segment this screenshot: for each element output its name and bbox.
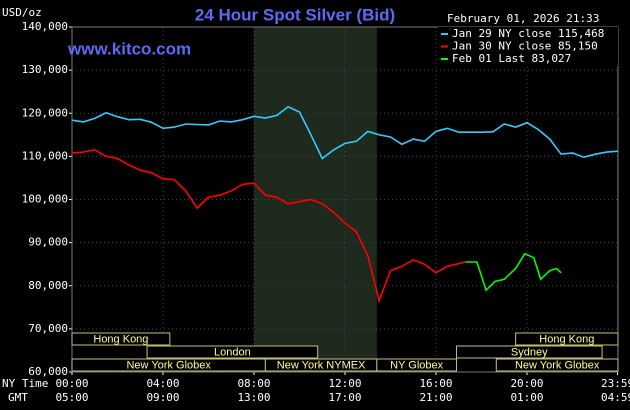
gmt-tick-label: 01:00 [510, 391, 543, 404]
x-tick-label: 23:59 [601, 377, 630, 390]
y-tick-label: 110,000 [22, 149, 68, 162]
gmt-tick-label: 05:00 [55, 391, 88, 404]
x-tick-label: 16:00 [419, 377, 452, 390]
session-label: London [214, 346, 251, 358]
session-label: NY Globex [390, 359, 443, 371]
session-box [376, 358, 457, 372]
session-box [495, 358, 619, 372]
session-box [146, 345, 319, 359]
x-tick-label: 20:00 [510, 377, 543, 390]
plot-frame [71, 26, 619, 373]
timestamp: February 01, 2026 21:33 [447, 12, 599, 25]
gmt-tick-label: 09:00 [146, 391, 179, 404]
y-axis-label: USD/oz [2, 6, 42, 19]
x-tick-label: 04:00 [146, 377, 179, 390]
y-tick-label: 60,000 [28, 365, 68, 378]
x-tick-label: 08:00 [237, 377, 270, 390]
series-line [465, 252, 562, 292]
session-label: New York NYMEX [277, 359, 366, 371]
series-line [71, 149, 466, 304]
legend-label: Feb 01 Last 83,027 [452, 52, 571, 65]
legend-label: Jan 30 NY close 85,150 [452, 40, 598, 53]
y-tick-label: 140,000 [22, 20, 68, 33]
x-row-label: GMT [8, 391, 28, 404]
y-tick-label: 90,000 [28, 236, 68, 249]
session-label: Hong Kong [539, 333, 594, 345]
session-label: New York Globex [515, 359, 600, 371]
session-label: Sydney [511, 346, 548, 358]
session-box [455, 345, 603, 359]
x-row-label: NY Time [2, 377, 48, 390]
y-tick-label: 80,000 [28, 279, 68, 292]
series-line [71, 105, 619, 160]
y-tick-label: 130,000 [22, 63, 68, 76]
session-box [515, 332, 619, 346]
gmt-tick-label: 04:59 [601, 391, 630, 404]
gmt-tick-label: 17:00 [328, 391, 361, 404]
watermark: www.kitco.com [67, 39, 191, 58]
legend-label: Jan 29 NY close 115,468 [452, 27, 604, 40]
y-tick-label: 120,000 [22, 106, 68, 119]
chart-title: 24 Hour Spot Silver (Bid) [195, 5, 395, 24]
x-tick-label: 12:00 [328, 377, 361, 390]
session-box [71, 332, 171, 346]
gmt-tick-label: 13:00 [237, 391, 270, 404]
session-label: Hong Kong [93, 333, 148, 345]
gmt-tick-label: 21:00 [419, 391, 452, 404]
y-tick-label: 70,000 [28, 322, 68, 335]
legend-box [438, 27, 618, 66]
y-tick-label: 100,000 [22, 193, 68, 206]
x-tick-label: 00:00 [55, 377, 88, 390]
session-label: New York Globex [126, 359, 211, 371]
